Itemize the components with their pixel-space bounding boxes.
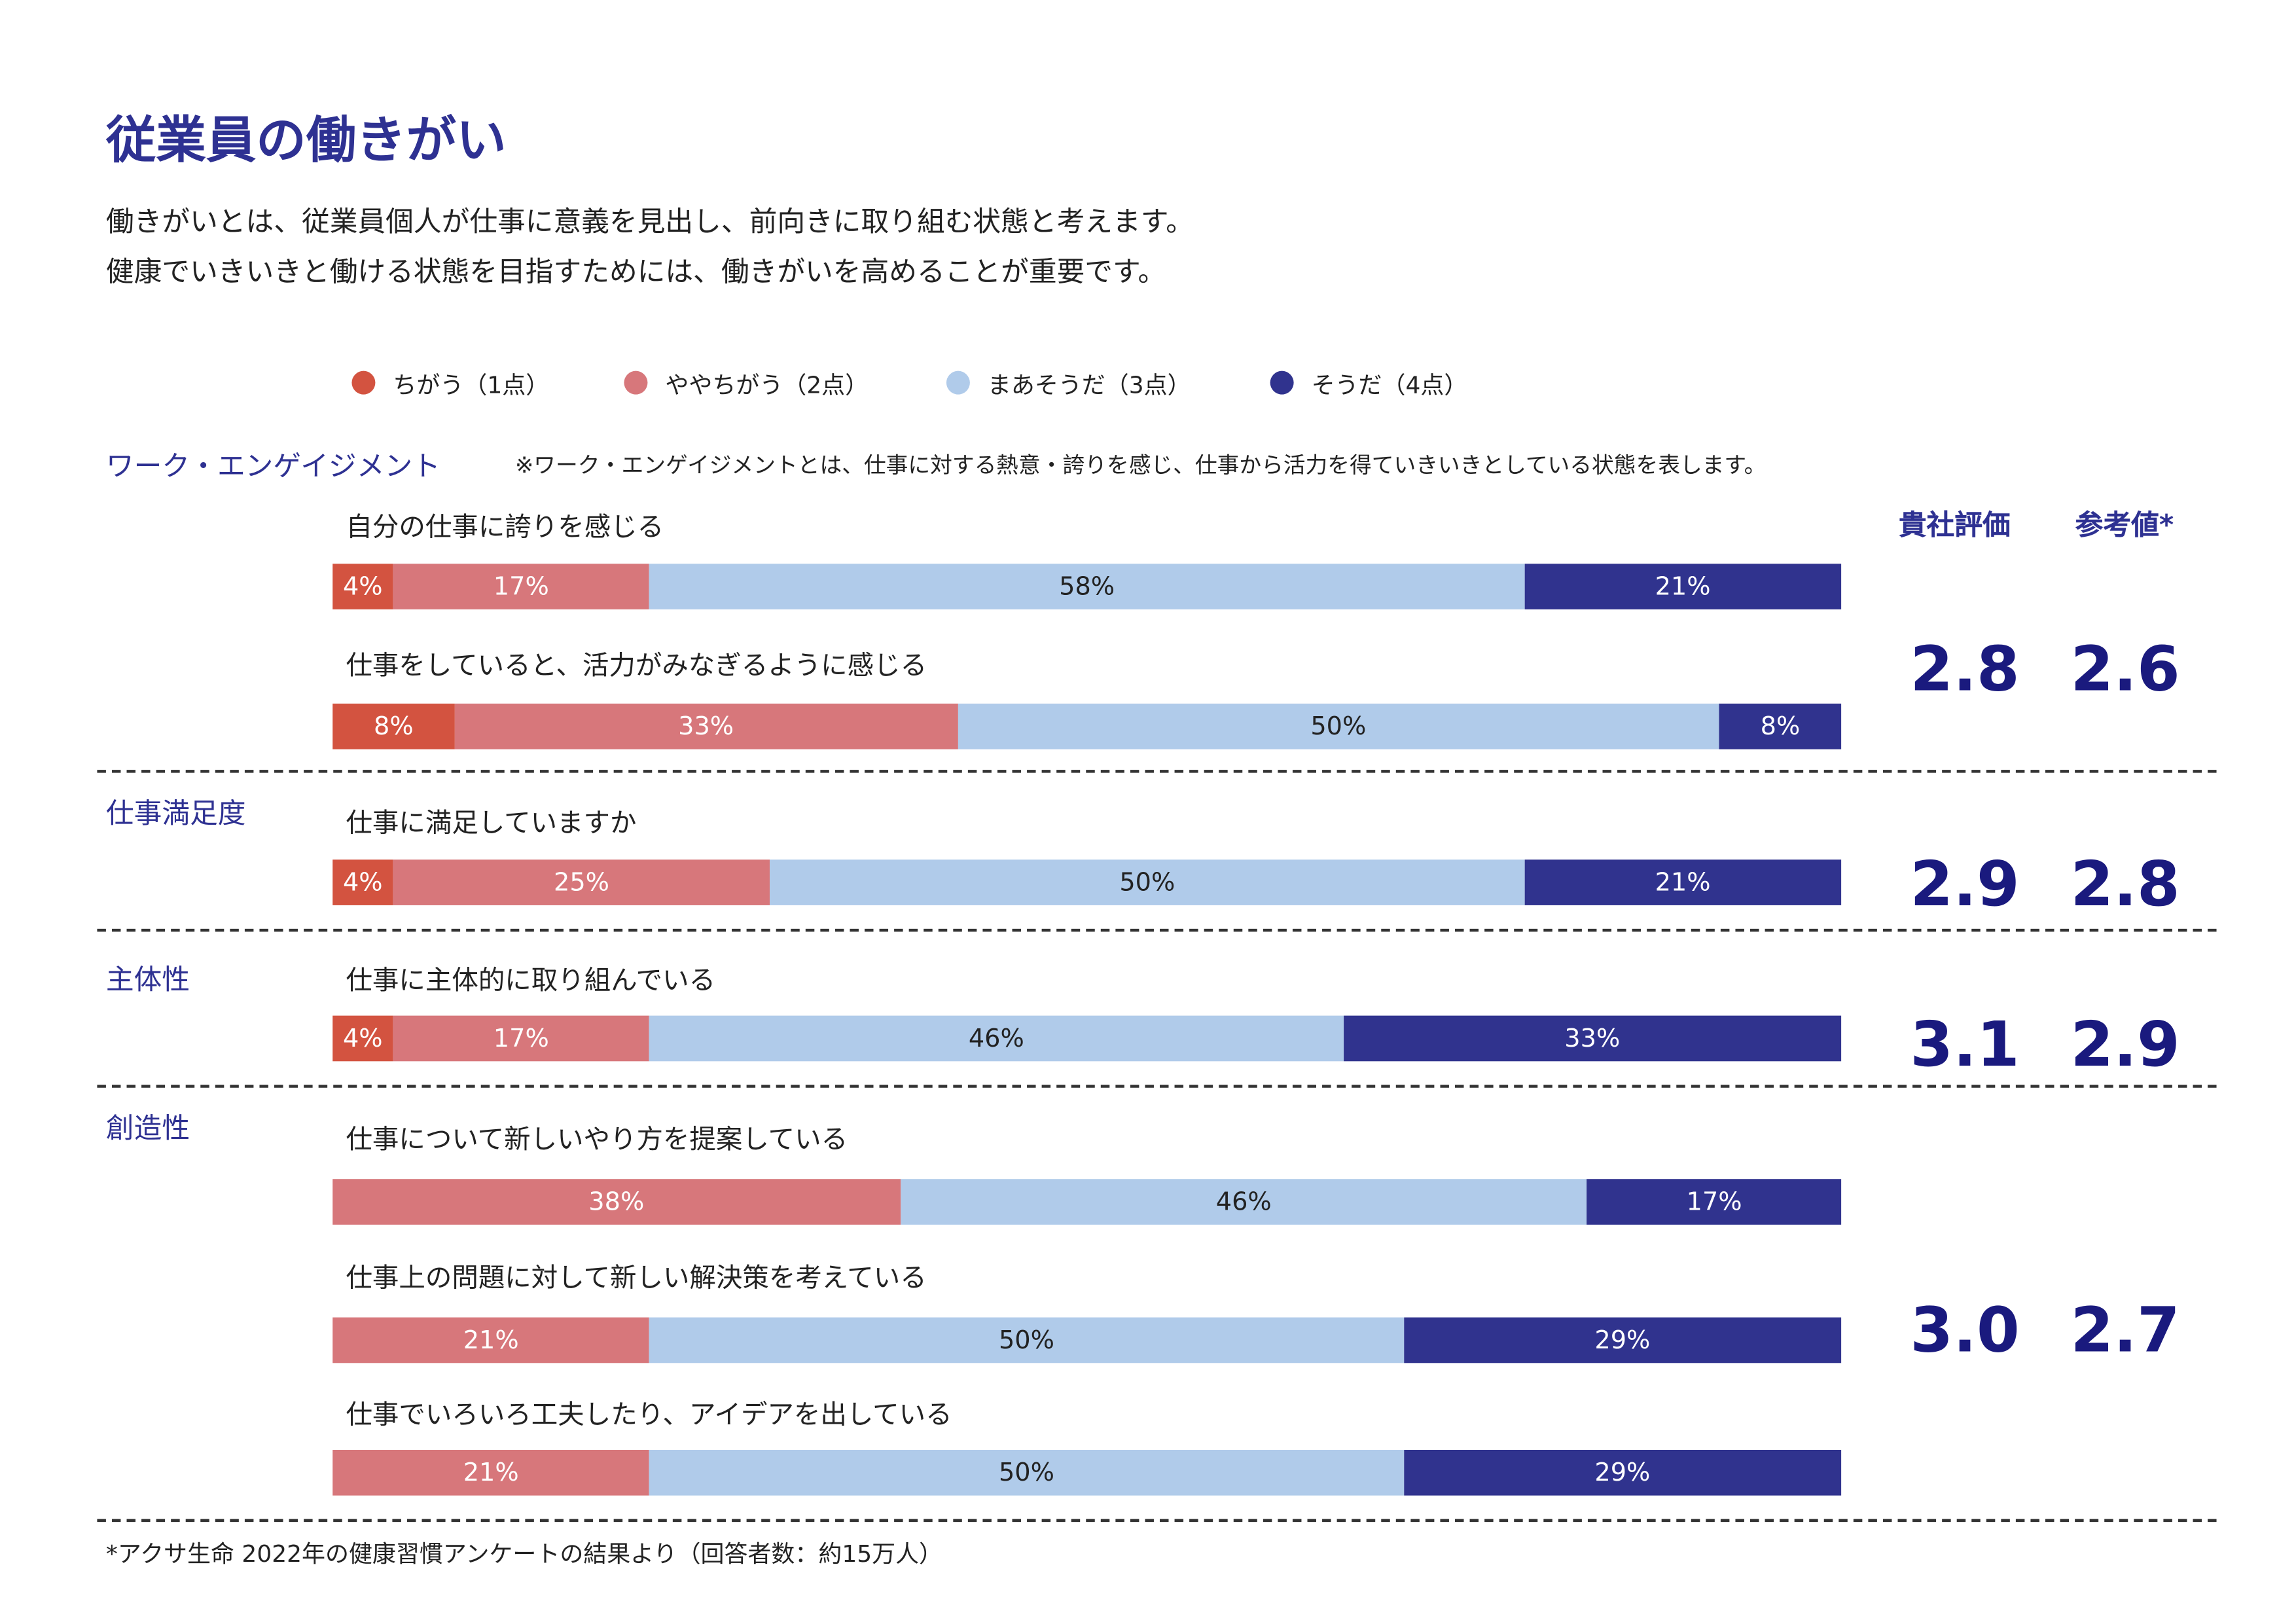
legend-dot-icon xyxy=(1270,370,1294,395)
bar-segment: 38% xyxy=(332,1179,901,1225)
bar-segment: 21% xyxy=(1524,564,1842,609)
bar-segment: 4% xyxy=(332,564,393,609)
reference-score: 2.7 xyxy=(2070,1293,2180,1366)
legend-dot-icon xyxy=(624,370,648,395)
company-score: 3.0 xyxy=(1910,1293,2020,1366)
stacked-bar: 4% 17% 58% 21% xyxy=(332,564,1842,609)
question-label: 仕事でいろいろ工夫したり、アイデアを出している xyxy=(346,1399,952,1431)
question-label: 自分の仕事に誇りを感じる xyxy=(346,512,664,543)
bar-segment: 21% xyxy=(332,1449,650,1496)
section-divider xyxy=(97,1519,2217,1523)
bar-segment: 25% xyxy=(393,859,770,905)
section-label: ワーク・エンゲイジメント xyxy=(105,450,440,483)
engagement-note: ※ワーク・エンゲイジメントとは、仕事に対する熱意・誇りを感じ、仕事から活力を得て… xyxy=(515,452,1767,478)
footnote: *アクサ生命 2022年の健康習慣アンケートの結果より（回答者数：約15万人） xyxy=(105,1540,943,1568)
description-line-1: 働きがいとは、従業員個人が仕事に意義を見出し、前向きに取り組む状態と考えます。 xyxy=(105,206,1194,239)
bar-segment: 58% xyxy=(649,564,1525,609)
bar-segment: 17% xyxy=(393,1015,650,1062)
question-label: 仕事上の問題に対して新しい解決策を考えている xyxy=(346,1263,927,1294)
bar-segment: 50% xyxy=(649,1449,1404,1496)
stacked-bar: 21% 50% 29% xyxy=(332,1449,1842,1496)
legend-dot-icon xyxy=(946,370,970,395)
stacked-bar: 8% 33% 50% 8% xyxy=(332,703,1842,749)
company-score: 2.8 xyxy=(1910,632,2020,706)
legend-dot-icon xyxy=(351,370,376,395)
bar-segment: 33% xyxy=(454,703,958,749)
bar-segment: 33% xyxy=(1343,1015,1842,1062)
stacked-bar: 4% 25% 50% 21% xyxy=(332,859,1842,905)
legend-item: ややちがう（2点） xyxy=(624,365,869,401)
legend-label: ややちがう（2点） xyxy=(665,370,869,399)
description-line-2: 健康でいきいきと働ける状態を目指すためには、働きがいを高めることが重要です。 xyxy=(105,256,1166,289)
section-divider xyxy=(97,1085,2217,1088)
section-label: 仕事満足度 xyxy=(105,797,246,831)
company-score: 2.9 xyxy=(1910,848,2020,920)
reference-score: 2.6 xyxy=(2070,632,2180,706)
bar-segment: 17% xyxy=(393,564,650,609)
bar-segment: 4% xyxy=(332,859,393,905)
bar-segment: 46% xyxy=(900,1179,1588,1225)
reference-score: 2.8 xyxy=(2070,848,2180,920)
section-divider xyxy=(97,928,2217,932)
reference-score: 2.9 xyxy=(2070,1008,2180,1081)
question-label: 仕事について新しいやり方を提案している xyxy=(346,1125,848,1156)
score-header-reference: 参考値* xyxy=(2075,509,2174,542)
legend-item: まあそうだ（3点） xyxy=(946,365,1191,401)
legend-label: ちがう（1点） xyxy=(393,370,550,399)
bar-segment: 4% xyxy=(332,1015,393,1062)
score-header-company: 貴社評価 xyxy=(1898,509,2011,542)
bar-segment: 29% xyxy=(1403,1449,1842,1496)
section-label: 主体性 xyxy=(105,964,190,997)
page-title: 従業員の働きがい xyxy=(105,111,507,171)
bar-segment: 21% xyxy=(1524,859,1842,905)
legend-item: そうだ（4点） xyxy=(1270,365,1468,401)
bar-segment: 8% xyxy=(332,703,455,749)
legend-item: ちがう（1点） xyxy=(351,365,549,401)
section-divider xyxy=(97,770,2217,773)
stacked-bar: 21% 50% 29% xyxy=(332,1317,1842,1363)
bar-segment: 50% xyxy=(957,703,1719,749)
bar-segment: 46% xyxy=(649,1015,1344,1062)
question-label: 仕事に主体的に取り組んでいる xyxy=(346,965,716,997)
bar-segment: 50% xyxy=(770,859,1525,905)
question-label: 仕事をしていると、活力がみなぎるように感じる xyxy=(346,650,927,682)
bar-segment: 8% xyxy=(1719,703,1842,749)
company-score: 3.1 xyxy=(1910,1008,2020,1081)
bar-segment: 17% xyxy=(1587,1179,1842,1225)
legend-label: まあそうだ（3点） xyxy=(987,370,1191,399)
bar-segment: 50% xyxy=(649,1317,1404,1363)
section-label: 創造性 xyxy=(105,1113,190,1146)
stacked-bar: 4% 17% 46% 33% xyxy=(332,1015,1842,1062)
bar-segment: 21% xyxy=(332,1317,650,1363)
legend-label: そうだ（4点） xyxy=(1311,370,1468,399)
bar-segment: 29% xyxy=(1403,1317,1842,1363)
stacked-bar: 38% 46% 17% xyxy=(332,1179,1842,1225)
question-label: 仕事に満足していますか xyxy=(346,808,637,839)
